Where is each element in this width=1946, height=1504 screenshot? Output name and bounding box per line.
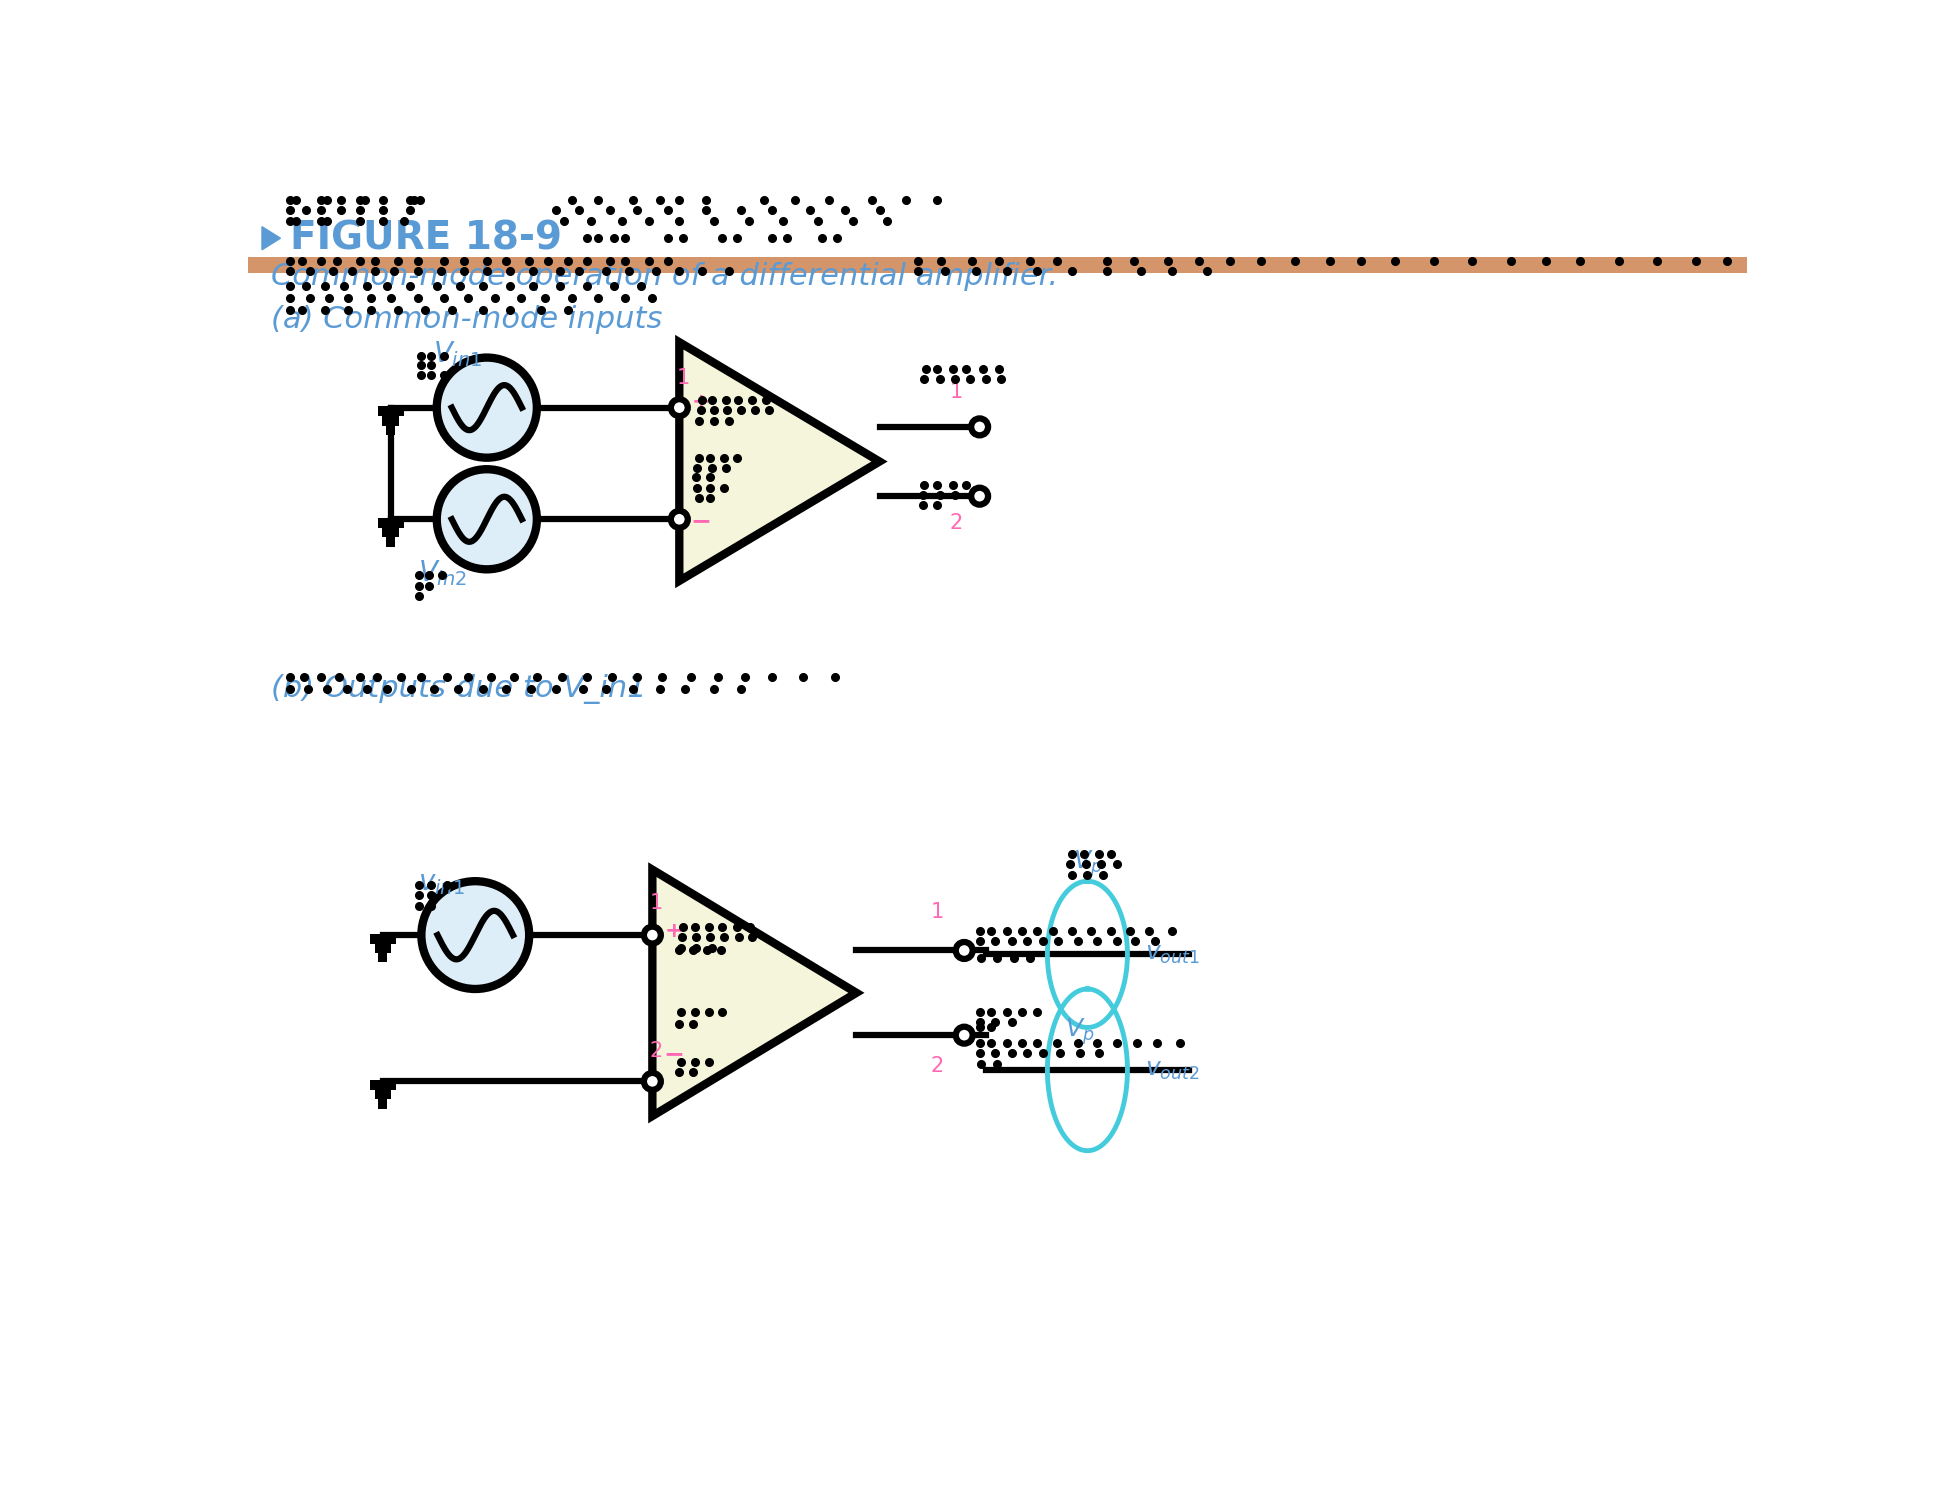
Circle shape bbox=[971, 487, 989, 505]
Text: 2: 2 bbox=[650, 1041, 664, 1060]
Circle shape bbox=[971, 418, 989, 435]
Text: 1: 1 bbox=[650, 893, 664, 913]
Circle shape bbox=[671, 399, 687, 417]
Text: 2: 2 bbox=[950, 513, 963, 532]
Circle shape bbox=[671, 511, 687, 528]
Text: 1: 1 bbox=[677, 368, 689, 388]
Text: Common-mode operation of a differential amplifier.: Common-mode operation of a differential … bbox=[270, 262, 1059, 292]
Text: $V_p$: $V_p$ bbox=[1072, 848, 1101, 878]
Text: $V_{in1}$: $V_{in1}$ bbox=[432, 338, 483, 368]
Text: −: − bbox=[691, 510, 712, 534]
Text: $v_{in1}$: $v_{in1}$ bbox=[418, 869, 465, 896]
Polygon shape bbox=[679, 343, 880, 581]
Circle shape bbox=[955, 942, 973, 960]
Polygon shape bbox=[263, 227, 280, 250]
Text: −: − bbox=[664, 1042, 685, 1066]
Circle shape bbox=[955, 1027, 973, 1044]
Text: $V_p$: $V_p$ bbox=[1064, 1017, 1094, 1047]
Text: +: + bbox=[691, 393, 710, 412]
Text: $v_{out2}$: $v_{out2}$ bbox=[1144, 1057, 1201, 1081]
Text: FIGURE 18-9: FIGURE 18-9 bbox=[290, 220, 562, 257]
Text: +: + bbox=[666, 922, 683, 942]
Text: $v_{out1}$: $v_{out1}$ bbox=[1144, 943, 1201, 967]
Circle shape bbox=[436, 469, 537, 570]
Text: 1: 1 bbox=[950, 382, 963, 402]
Text: $V_{in2}$: $V_{in2}$ bbox=[418, 558, 467, 588]
Text: 1: 1 bbox=[930, 902, 944, 922]
Text: (b) Outputs due to V_in1: (b) Outputs due to V_in1 bbox=[270, 674, 646, 704]
Circle shape bbox=[644, 926, 662, 943]
Text: 2: 2 bbox=[930, 1056, 944, 1075]
Circle shape bbox=[644, 1072, 662, 1090]
Circle shape bbox=[436, 358, 537, 457]
Text: (a) Common-mode inputs: (a) Common-mode inputs bbox=[270, 305, 662, 334]
Circle shape bbox=[422, 881, 529, 990]
Bar bbox=[249, 257, 1748, 272]
Polygon shape bbox=[652, 869, 856, 1116]
